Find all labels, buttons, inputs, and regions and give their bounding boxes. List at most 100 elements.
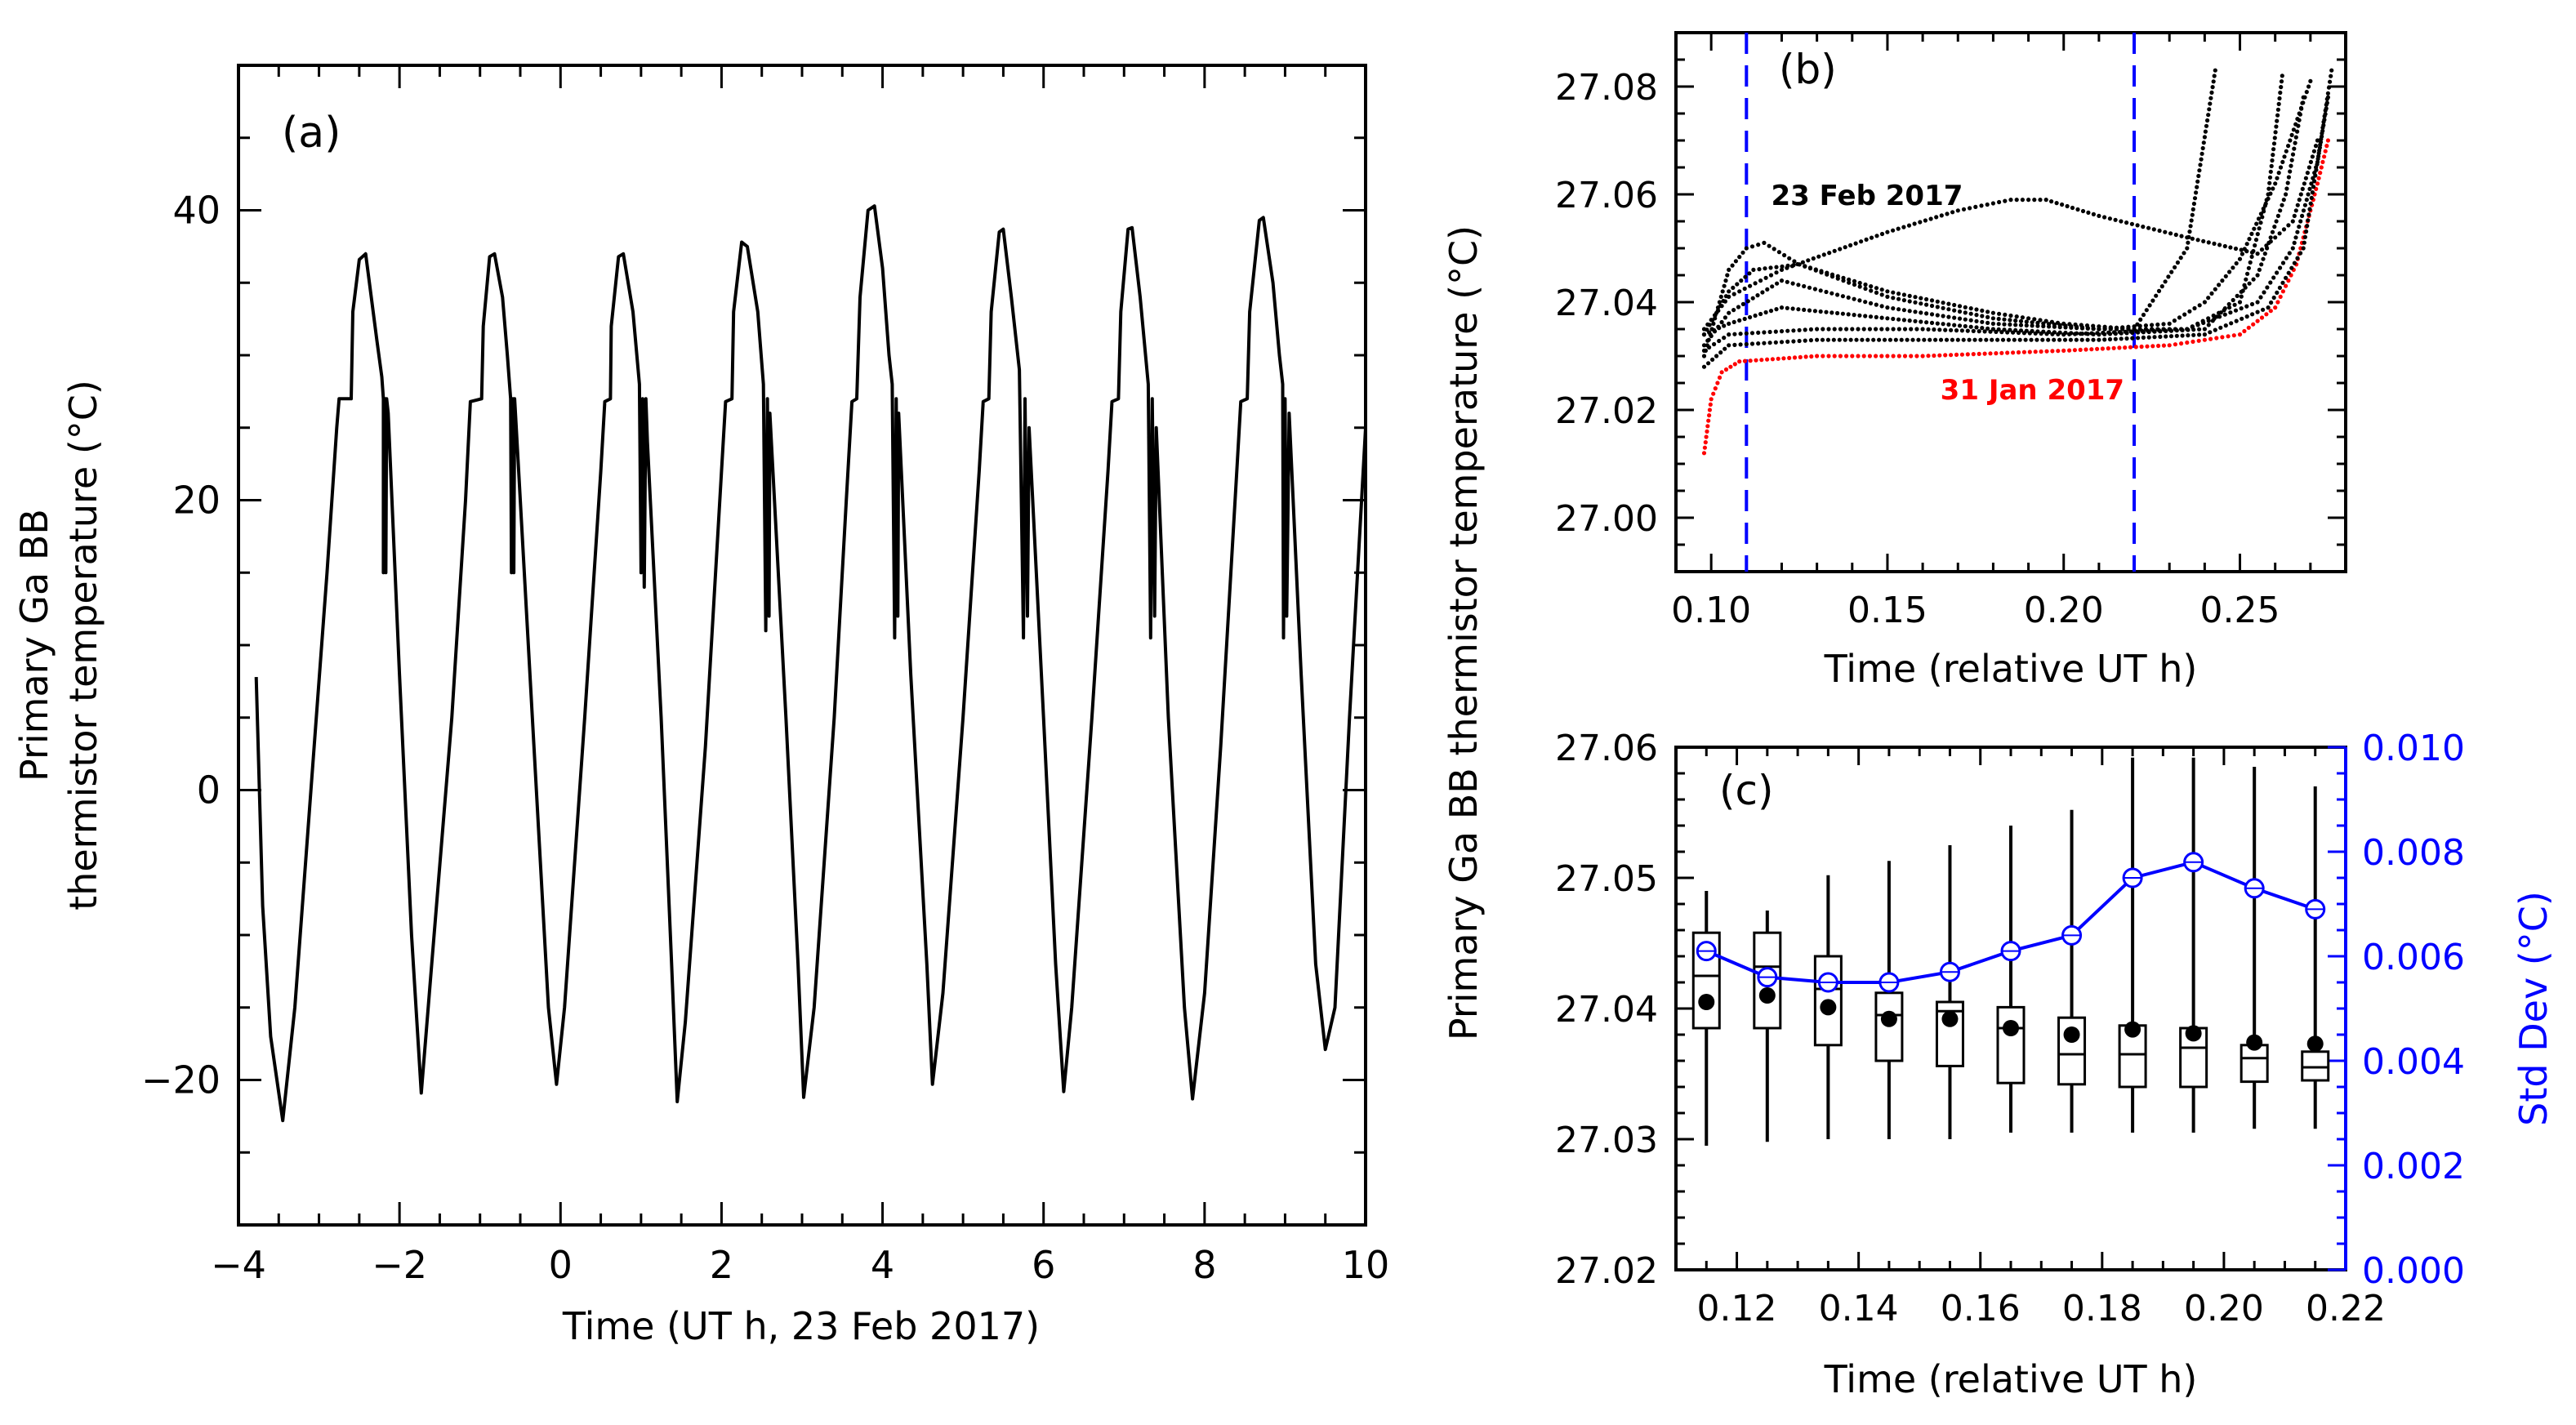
data-point	[2166, 274, 2171, 279]
data-point	[1807, 285, 1812, 290]
box-plot	[1874, 861, 1904, 1139]
x-tick-label-4: −4	[211, 1243, 266, 1287]
data-point	[1718, 303, 1723, 308]
data-point	[1733, 259, 1738, 264]
series-23-feb-2017	[1701, 138, 2320, 332]
data-point	[1749, 341, 1755, 346]
data-point	[2108, 327, 2113, 332]
data-point	[2249, 301, 2255, 307]
data-point	[1852, 313, 1856, 318]
box-plot	[2179, 757, 2208, 1133]
data-point	[1779, 340, 1785, 345]
data-point	[2306, 212, 2311, 217]
data-point	[1703, 440, 1708, 445]
data-point	[1812, 287, 1817, 292]
data-point	[1861, 327, 1866, 332]
data-point	[1787, 355, 1792, 360]
data-point	[2255, 309, 2260, 314]
data-point	[2292, 261, 2297, 265]
data-point	[1756, 330, 1761, 335]
panel-b-x-axis-label: Time (relative UT h)	[1824, 647, 2198, 691]
data-point	[2266, 240, 2271, 245]
data-point	[1806, 258, 1811, 263]
data-point	[1707, 323, 1712, 327]
data-point	[1928, 216, 1933, 221]
data-point	[2318, 140, 2324, 145]
data-point	[2273, 181, 2278, 186]
data-point	[2159, 284, 2164, 289]
data-point	[1952, 315, 1957, 320]
data-point	[2274, 219, 2279, 224]
box-mean-point	[1880, 1010, 1897, 1027]
data-point	[2268, 169, 2273, 174]
y-tick-label-20: 20	[172, 479, 221, 523]
data-point	[1779, 305, 1785, 310]
data-point	[2251, 277, 2256, 282]
data-point	[1728, 364, 1733, 369]
data-point	[1825, 270, 1829, 275]
data-point	[2141, 225, 2146, 229]
data-point	[2246, 325, 2251, 330]
data-point	[1957, 304, 1963, 309]
data-point	[2156, 343, 2161, 349]
data-point	[2223, 323, 2228, 328]
data-point	[1980, 308, 1985, 313]
data-point	[1874, 234, 1879, 238]
data-point	[2271, 295, 2276, 301]
data-point	[1913, 318, 1918, 323]
data-point	[1838, 354, 1843, 358]
data-point	[2266, 192, 2271, 197]
panel-c-ticks	[1674, 746, 2347, 1271]
box-mean-point	[1698, 994, 1715, 1010]
data-point	[2046, 337, 2051, 342]
data-point	[1985, 202, 1990, 207]
data-point	[2262, 290, 2266, 295]
data-point	[2117, 330, 2122, 335]
data-point	[2266, 305, 2271, 310]
data-point	[2205, 118, 2210, 123]
x-tick-label-0-20: 0.20	[2024, 590, 2104, 631]
data-point	[2199, 157, 2204, 162]
data-point	[2234, 261, 2239, 266]
data-point	[2301, 246, 2306, 251]
data-point	[1918, 220, 1923, 225]
data-point	[2212, 73, 2217, 78]
data-point	[1906, 223, 1912, 228]
data-point	[2039, 331, 2043, 336]
data-point	[2206, 318, 2211, 323]
data-point	[1770, 284, 1775, 289]
data-point	[2310, 154, 2315, 159]
data-point	[1924, 311, 1929, 316]
data-point	[2147, 303, 2152, 308]
data-point	[2286, 270, 2291, 275]
data-point	[2275, 270, 2280, 275]
data-point	[2072, 348, 2077, 353]
data-point	[2277, 96, 2282, 101]
data-point	[1825, 337, 1830, 342]
data-point	[1819, 269, 1824, 274]
data-point	[1847, 277, 1852, 282]
data-point	[1715, 381, 1720, 385]
data-point	[1901, 292, 1906, 297]
data-point	[1985, 320, 1990, 325]
data-point	[2123, 329, 2128, 334]
data-point	[1727, 332, 1731, 337]
data-point	[2197, 327, 2202, 332]
data-point	[2182, 312, 2187, 317]
panel-b: 0.10 0.15 0.20 0.25 27.0027.0227.0427.0627.…	[1555, 31, 2347, 691]
data-point	[1768, 309, 1774, 314]
data-point	[2239, 289, 2244, 294]
data-point	[1848, 243, 1853, 247]
data-point	[2289, 132, 2294, 137]
data-point	[2284, 275, 2289, 280]
data-point	[2049, 199, 2054, 204]
data-point	[2313, 144, 2319, 149]
data-point	[2173, 327, 2178, 332]
data-point	[2277, 285, 2282, 290]
data-point	[2308, 201, 2313, 206]
data-point	[1854, 337, 1859, 342]
data-point	[2315, 162, 2320, 167]
data-point	[2261, 256, 2266, 261]
data-point	[2013, 323, 2018, 327]
data-point	[1813, 267, 1818, 272]
